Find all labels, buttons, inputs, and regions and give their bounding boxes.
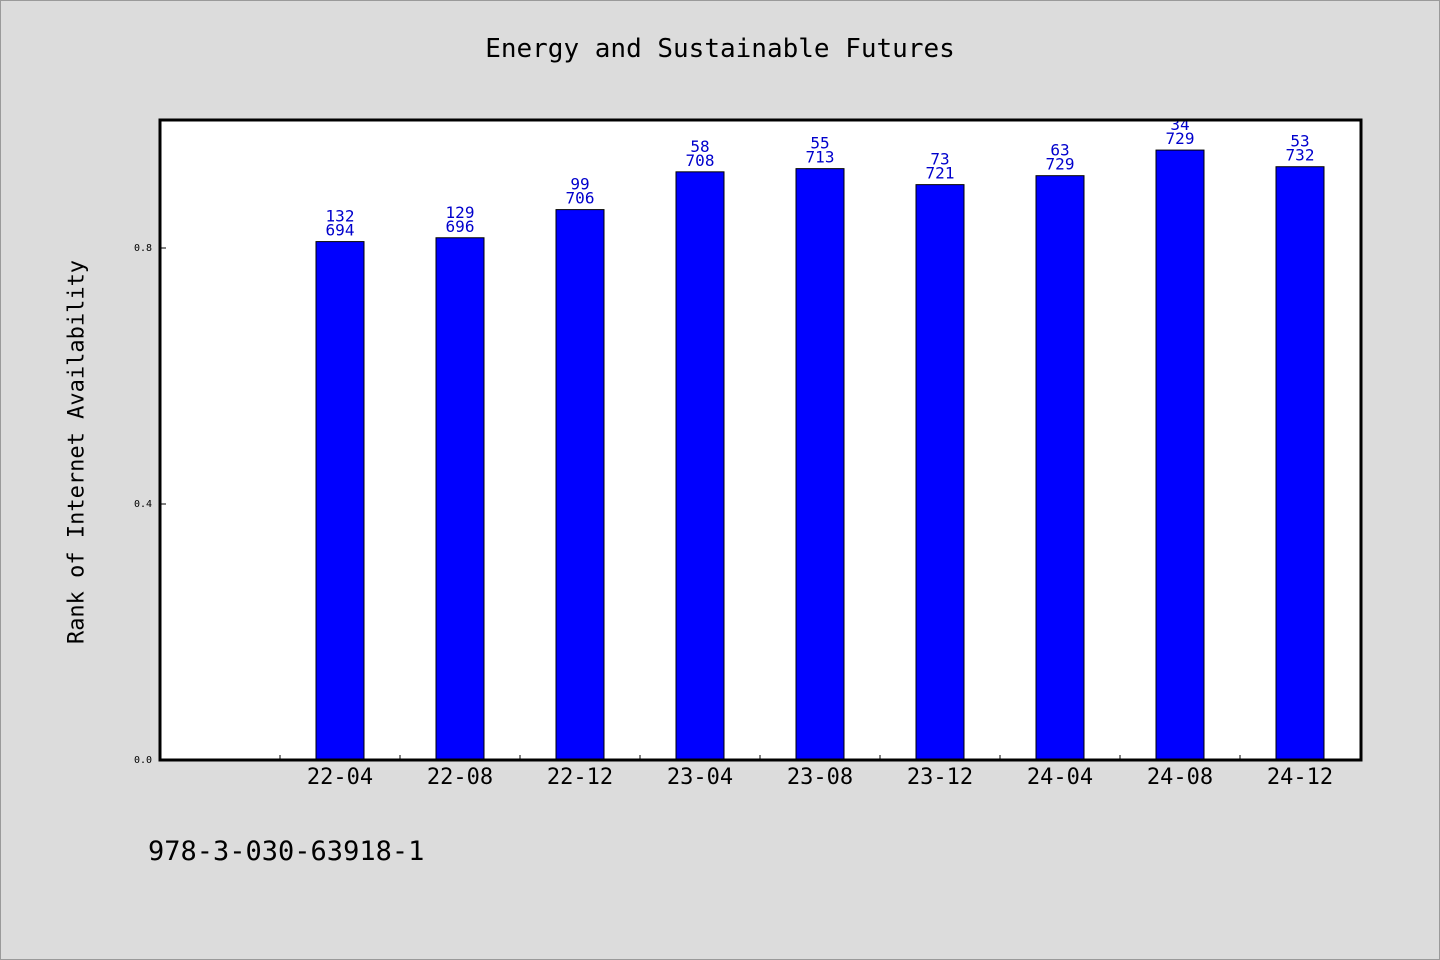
x-tick-label: 24-08 (1147, 765, 1213, 790)
bar-23-08 (795, 168, 845, 761)
x-tick-label: 22-04 (307, 765, 373, 790)
x-tick-label: 23-08 (787, 765, 853, 790)
bar-23-04 (675, 171, 725, 761)
plot-border (158, 118, 1363, 762)
x-tick-label: 22-12 (547, 765, 613, 790)
axis-layer: 22-04 22-08 22-12 23-04 23-08 23-12 24-04 24-08… (134, 243, 1361, 790)
data-label-bottom: 708 (686, 151, 715, 170)
x-tick-label: 23-12 (907, 765, 973, 790)
y-tick-label: 0.8 (134, 243, 152, 254)
data-label-top: 73 (930, 150, 949, 169)
data-label-top: 63 (1050, 141, 1069, 160)
bar-22-12 (555, 209, 605, 761)
y-tick-label: 0.4 (134, 499, 152, 510)
bar-24-12 (1275, 166, 1325, 761)
chart-title: Energy and Sustainable Futures (485, 34, 955, 64)
data-label-bottom: 729 (1046, 155, 1075, 174)
bar-22-08 (435, 237, 485, 761)
data-label-bottom: 694 (326, 221, 355, 240)
y-tick-label: 0.0 (134, 755, 152, 766)
x-tick-label: 22-08 (427, 765, 493, 790)
bar-22-04 (315, 241, 365, 761)
data-label-bottom: 721 (926, 164, 955, 183)
data-label-bottom: 706 (566, 189, 595, 208)
data-label-top: 58 (690, 137, 709, 156)
data-label-top: 129 (446, 203, 475, 222)
bar-24-04 (1035, 175, 1085, 761)
x-tick-label: 24-04 (1027, 765, 1093, 790)
footer-isbn: 978-3-030-63918-1 (148, 836, 425, 867)
data-label-top: 53 (1290, 132, 1309, 151)
data-label-top: 99 (570, 175, 589, 194)
data-label-top: 132 (326, 207, 355, 226)
bar-24-08 (1155, 149, 1205, 761)
data-label-bottom: 713 (806, 148, 835, 167)
data-label-bottom: 729 (1166, 129, 1195, 148)
x-tick-label: 24-12 (1267, 765, 1333, 790)
data-label-bottom: 696 (446, 217, 475, 236)
bar-23-12 (915, 184, 965, 761)
bars-layer (315, 149, 1325, 761)
data-label-top: 55 (810, 134, 829, 153)
x-tick-label: 23-04 (667, 765, 733, 790)
data-label-bottom: 732 (1286, 146, 1315, 165)
